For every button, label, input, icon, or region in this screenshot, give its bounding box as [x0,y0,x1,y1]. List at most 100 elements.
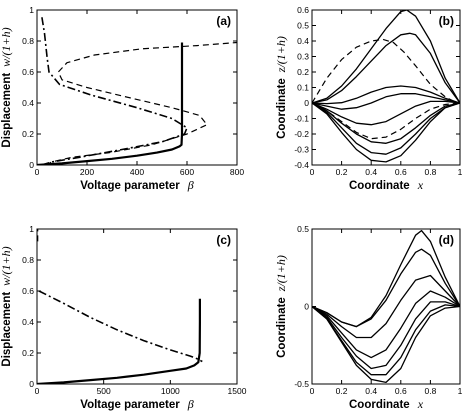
x-tick-label: 0.2 [336,167,348,177]
y-tick-label: 0 [304,302,309,312]
plot-area-frame [36,9,238,166]
y-tick-label: -0.5 [294,379,309,389]
y-tick-label: -0.2 [294,129,309,139]
y-axis-label: Displacement [1,292,13,367]
series-line-solid [37,298,201,384]
y-tick-label: 0.8 [22,255,34,265]
series-line-dashed [312,102,460,140]
x-axis-title: Voltage parameter β [80,178,194,192]
y-axis-title: Displacement w/(1+h) [0,246,13,366]
y-tick-label: 0.5 [297,224,309,234]
series-line-solid [312,102,460,163]
y-tick-label: 0.6 [22,67,34,77]
y-axis-title: Coordinate z/(1+h) [274,255,288,358]
x-axis-label: Voltage parameter [80,399,180,411]
chart-panel: 0 0.2 0.4 0.6 0.8 1 -0.4 -0.3 -0.2 -0.1 0 0.1 0.2 0.3… [274,5,463,192]
y-tick-label: 0.6 [297,5,309,15]
x-tick-label: 0 [310,386,315,396]
series-line-dashed [312,38,460,104]
y-axis-title: Displacement w/(1+h) [0,27,13,147]
panel-label: (b) [439,14,454,28]
series-line-solid [37,42,184,165]
y-tick-label: 1 [29,224,34,234]
y-tick-label: 0.8 [22,36,34,46]
y-tick-label: 0.6 [22,286,34,296]
y-tick-label: -0.3 [294,145,309,155]
y-axis-symbol: w/(1+h) [0,27,13,66]
y-tick-label: 0.2 [297,67,309,77]
chart-panel: 0 0.2 0.4 0.6 0.8 1-0.500.5(d)Coordinate xCoor… [274,224,463,411]
series-line-solid [312,248,460,328]
chart-panel: 0 500 1000 1500 0 0.2 0.4 0.6 0.8 1 (c) Voltage par… [0,224,247,411]
series-line-solid [312,102,460,155]
y-tick-label: 0 [304,98,309,108]
x-tick-label: 200 [80,167,94,177]
series-line-solid [312,10,460,104]
x-tick-label: 500 [97,386,111,396]
series-line-solid [312,85,460,105]
x-tick-label: 0 [35,167,40,177]
series-line-solid [312,102,460,144]
x-axis-symbol: β [187,397,194,411]
y-axis-title: Coordinate z/(1+h) [274,36,288,139]
x-tick-label: 0.4 [365,386,377,396]
x-tick-label: 800 [230,167,244,177]
x-tick-label: 1500 [228,386,247,396]
y-tick-label: 0.2 [22,348,34,358]
series-line-dashdot [38,290,203,363]
x-axis-title: Voltage parameter β [80,397,194,411]
x-tick-label: 1 [458,386,463,396]
y-axis-label: Coordinate [276,297,288,358]
y-tick-label: 0 [29,379,34,389]
x-tick-label: 0.6 [395,386,407,396]
y-tick-label: 0.4 [22,98,34,108]
x-axis-title: Coordinate x [349,397,424,411]
plot-area-frame [311,228,461,385]
y-tick-label: -0.1 [294,114,309,124]
y-tick-label: 1 [29,5,34,15]
panel-label: (a) [216,14,231,28]
x-axis-symbol: β [187,178,194,192]
y-tick-label: 0.5 [297,21,309,31]
series-line-solid [312,290,460,359]
x-tick-label: 0.4 [365,167,377,177]
y-tick-label: 0.4 [22,317,34,327]
x-tick-label: 1 [458,167,463,177]
x-tick-label: 0.6 [395,167,407,177]
x-tick-label: 0 [35,386,40,396]
series-line-solid [312,274,460,339]
series-line-solid [312,93,460,110]
y-tick-label: 0.1 [297,83,309,93]
panel-label: (d) [439,233,454,247]
x-axis-label: Voltage parameter [80,180,180,192]
x-tick-label: 1000 [161,386,180,396]
series-line-solid [312,304,460,376]
series-line-solid [312,100,460,126]
x-tick-label: 0.8 [424,167,436,177]
y-tick-label: 0.4 [297,36,309,46]
chart-panel: 0 200 400 600 800 0 0.2 0.4 0.6 0.8 1 (a) Voltage pa… [0,5,244,192]
y-tick-label: 0.2 [22,129,34,139]
x-tick-label: 0 [310,167,315,177]
series-line-solid [312,305,460,384]
x-tick-label: 0.2 [336,386,348,396]
series-line-dashdot [40,14,188,165]
y-axis-symbol: z/(1+h) [274,255,288,292]
y-tick-label: -0.4 [294,160,309,170]
series-line-dashed [45,41,237,165]
x-tick-label: 400 [130,167,144,177]
plot-area-frame [36,228,238,385]
y-axis-label: Coordinate [276,78,288,139]
x-axis-label: Coordinate [349,399,410,411]
x-axis-symbol: x [417,178,424,192]
x-tick-label: 0.8 [424,386,436,396]
series-line-solid [312,301,460,370]
x-axis-title: Coordinate x [349,178,424,192]
x-axis-symbol: x [417,397,424,411]
panel-label: (c) [216,233,231,247]
y-axis-symbol: w/(1+h) [0,246,13,285]
series-line-solid [312,32,460,104]
y-axis-symbol: z/(1+h) [274,36,288,73]
y-axis-label: Displacement [1,73,13,148]
